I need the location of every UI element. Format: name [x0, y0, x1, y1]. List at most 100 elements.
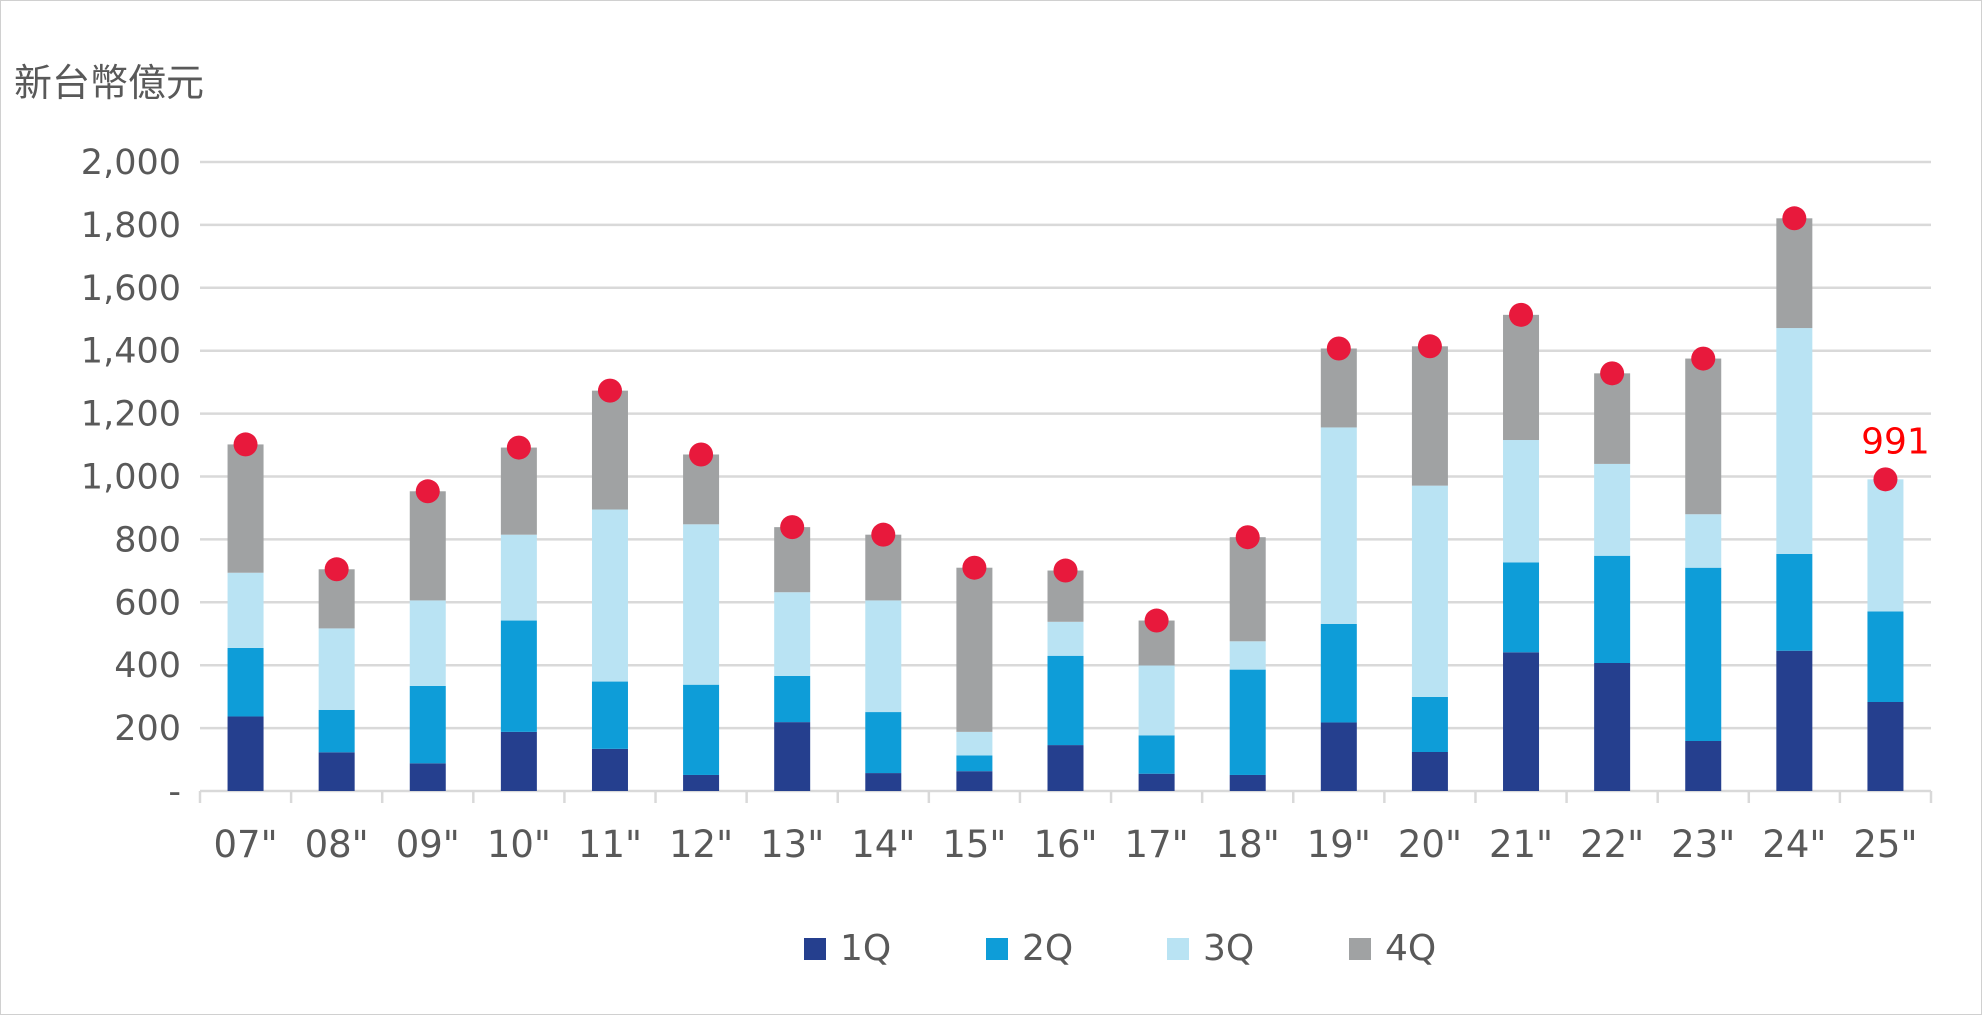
bar-1q-7 [865, 773, 902, 791]
bar-4q-4 [591, 390, 628, 510]
bar-4q-13 [1411, 346, 1448, 486]
bar-1q-15 [1594, 662, 1631, 791]
legend-swatch [804, 937, 826, 960]
bar-1q-17 [1776, 650, 1813, 791]
bar-3q-9 [1047, 621, 1084, 656]
total-marker-0 [233, 432, 258, 457]
bar-4q-11 [1229, 537, 1266, 642]
total-marker-13 [1417, 334, 1442, 359]
total-marker-12 [1326, 336, 1351, 361]
x-tick-label: 10" [487, 823, 551, 866]
bar-4q-8 [956, 567, 993, 732]
y-tick-label: 200 [114, 709, 181, 749]
legend-swatch [1349, 937, 1371, 960]
bar-1q-10 [1138, 773, 1175, 791]
x-tick-label: 13" [760, 823, 824, 866]
bar-1q-14 [1503, 652, 1540, 791]
x-tick-label: 24" [1762, 823, 1826, 866]
bar-2q-12 [1320, 624, 1357, 723]
bar-4q-2 [409, 491, 446, 601]
bar-2q-6 [774, 675, 811, 723]
y-tick-label: 1,000 [81, 458, 181, 498]
bar-3q-8 [956, 731, 993, 756]
bar-2q-0 [227, 647, 264, 717]
x-tick-label: 14" [851, 823, 915, 866]
bar-3q-15 [1594, 463, 1631, 556]
bar-4q-14 [1503, 314, 1540, 441]
bar-1q-13 [1411, 752, 1448, 791]
legend-swatch [1167, 937, 1189, 960]
bar-3q-18 [1867, 479, 1904, 612]
bar-4q-3 [500, 447, 537, 535]
bar-3q-1 [318, 628, 355, 710]
bar-1q-6 [774, 722, 811, 791]
bar-1q-16 [1685, 740, 1722, 791]
bar-3q-11 [1229, 641, 1266, 670]
y-tick-label: 800 [114, 520, 181, 560]
x-tick-label: 22" [1580, 823, 1644, 866]
total-marker-16 [1691, 346, 1716, 371]
legend-item-3q: 3Q [1167, 928, 1254, 969]
bar-4q-16 [1685, 358, 1722, 515]
y-tick-label: 600 [114, 583, 181, 623]
bar-1q-8 [956, 771, 993, 791]
bar-1q-3 [500, 731, 537, 791]
total-marker-17 [1782, 206, 1807, 231]
legend-label: 1Q [840, 928, 892, 969]
y-tick-label: 1,800 [81, 206, 181, 246]
bar-2q-11 [1229, 669, 1266, 775]
legend-item-4q: 4Q [1349, 928, 1436, 969]
total-marker-5 [689, 442, 714, 467]
total-marker-1 [324, 557, 349, 582]
y-tick-label: 2,000 [81, 143, 181, 183]
total-marker-4 [597, 378, 622, 403]
bar-2q-2 [409, 685, 446, 764]
bar-4q-12 [1320, 348, 1357, 428]
x-tick-label: 18" [1216, 823, 1280, 866]
x-tick-label: 19" [1307, 823, 1371, 866]
bar-2q-16 [1685, 567, 1722, 741]
legend-swatch [986, 937, 1008, 960]
bar-1q-9 [1047, 745, 1084, 791]
bar-2q-5 [683, 684, 720, 775]
total-marker-6 [780, 515, 805, 540]
y-tick-label: 1,600 [81, 269, 181, 309]
bar-2q-1 [318, 709, 355, 753]
total-marker-2 [415, 479, 440, 504]
legend: 1Q 2Q 3Q 4Q [0, 928, 1982, 978]
bar-2q-14 [1503, 562, 1540, 653]
y-tick-label: 400 [114, 646, 181, 686]
bar-3q-16 [1685, 514, 1722, 568]
bar-3q-7 [865, 600, 902, 713]
legend-label: 3Q [1203, 928, 1255, 969]
bar-1q-5 [683, 774, 720, 791]
legend-label: 2Q [1022, 928, 1074, 969]
bar-1q-12 [1320, 722, 1357, 791]
total-marker-8 [962, 555, 987, 580]
legend-item-1q: 1Q [804, 928, 891, 969]
total-marker-7 [871, 522, 896, 547]
legend-item-2q: 2Q [986, 928, 1073, 969]
x-tick-label: 12" [669, 823, 733, 866]
bar-1q-0 [227, 716, 264, 791]
total-marker-3 [506, 435, 531, 460]
bar-2q-8 [956, 755, 993, 772]
legend-label: 4Q [1385, 928, 1437, 969]
bar-1q-2 [409, 763, 446, 791]
bar-2q-17 [1776, 553, 1813, 651]
bar-2q-15 [1594, 555, 1631, 663]
x-tick-label: 07" [213, 823, 277, 866]
bar-2q-4 [591, 681, 628, 749]
bar-3q-0 [227, 572, 264, 648]
bar-1q-11 [1229, 774, 1266, 791]
y-tick-label: 1,400 [81, 332, 181, 372]
total-marker-10 [1144, 608, 1169, 633]
y-tick-label: - [168, 772, 181, 812]
bar-2q-13 [1411, 696, 1448, 753]
x-tick-label: 21" [1489, 823, 1553, 866]
bar-3q-14 [1503, 440, 1540, 563]
x-tick-label: 23" [1671, 823, 1735, 866]
bar-1q-4 [591, 748, 628, 791]
total-marker-18 [1873, 467, 1898, 492]
